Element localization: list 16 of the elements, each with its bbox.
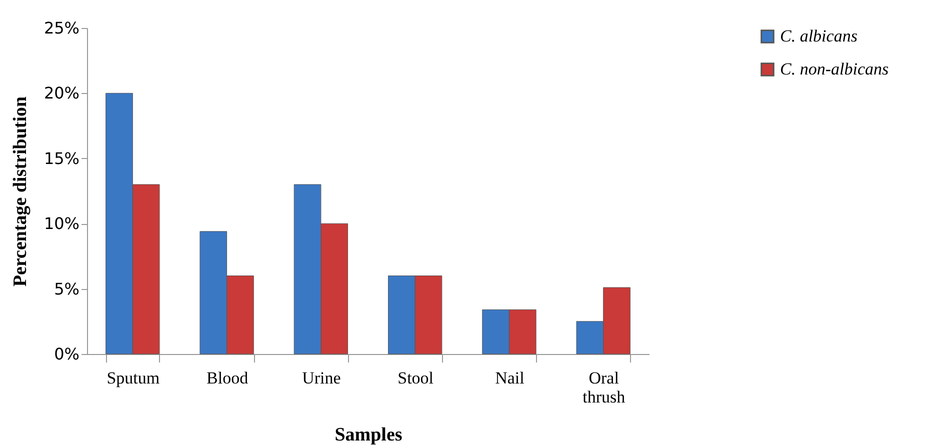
legend-label: C. non-albicans bbox=[780, 60, 889, 78]
x-tick-label: Stool bbox=[398, 368, 434, 388]
y-tick-label: 0% bbox=[54, 344, 80, 364]
x-tick-label: Sputum bbox=[106, 368, 160, 388]
legend-label: C. albicans bbox=[780, 26, 858, 46]
y-tick-label: 15% bbox=[44, 148, 80, 168]
x-tick-label: Urine bbox=[302, 368, 341, 388]
x-tick-label: Oral thrush bbox=[582, 368, 626, 406]
y-tick-label: 20% bbox=[44, 84, 80, 103]
y-tick-label: 10% bbox=[44, 214, 80, 234]
x-axis-title: Samples bbox=[334, 424, 402, 446]
x-tick-label: Blood bbox=[206, 368, 249, 388]
y-axis-title: Percentage distribution bbox=[10, 96, 31, 287]
y-tick-label: 5% bbox=[54, 279, 80, 298]
y-tick-label: 25% bbox=[44, 18, 80, 38]
x-tick-label: Nail bbox=[495, 368, 525, 388]
